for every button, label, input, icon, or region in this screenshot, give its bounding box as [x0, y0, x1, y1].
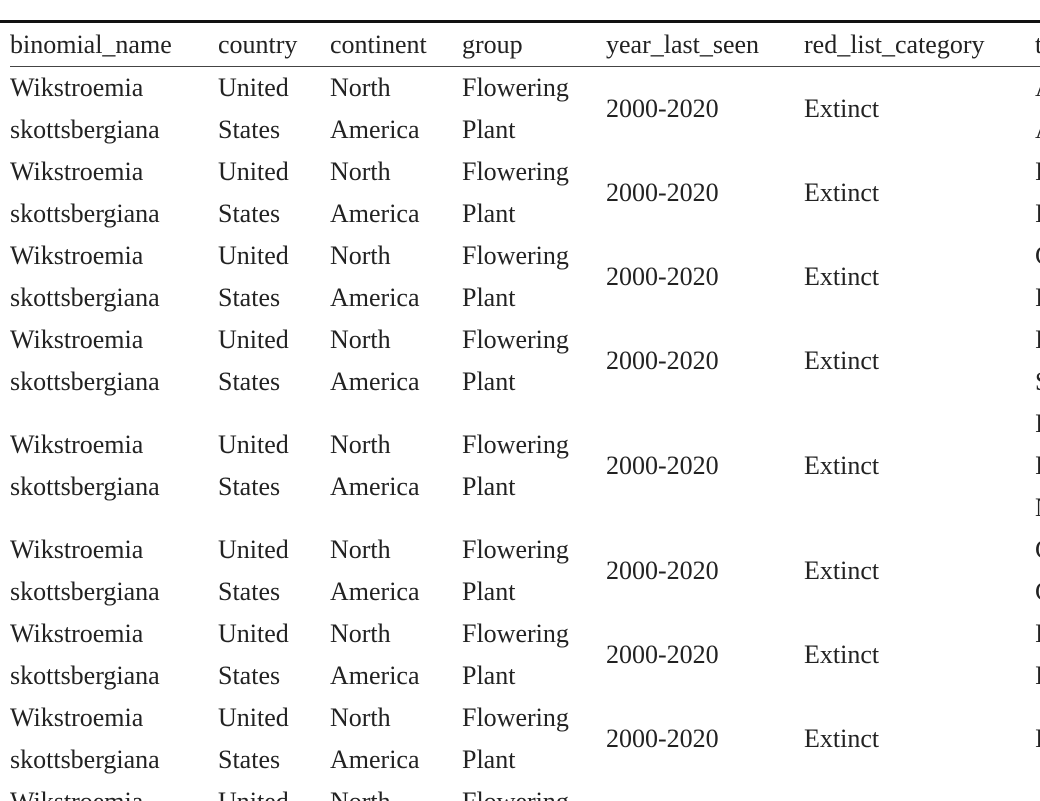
table-cell: Wikstroemia skottsbergiana: [10, 403, 218, 529]
cell-line: I: [1035, 613, 1040, 655]
table-cell: Flowering Plant: [462, 319, 606, 403]
table-cell: Wikstroemia skottsbergiana: [10, 151, 218, 235]
table-cell: North America: [330, 403, 462, 529]
table-cell: Flowering Plant: [462, 151, 606, 235]
table-cell: North America: [330, 529, 462, 613]
table-cell: Flowering Plant: [462, 697, 606, 781]
cell-line: I: [1035, 193, 1040, 235]
table-cell: Flowering Plant: [462, 67, 606, 152]
column-header: country: [218, 23, 330, 67]
table-cell: IS: [1035, 319, 1040, 403]
cell-line: I: [1035, 445, 1040, 487]
column-header: red_list_category: [804, 23, 1035, 67]
cell-line: I: [1035, 277, 1040, 319]
table-cell: 2000-2020: [606, 151, 804, 235]
table-cell: Wikstroemia skottsbergiana: [10, 235, 218, 319]
table-cell: Extinct: [804, 319, 1035, 403]
table-cell: Extinct: [804, 235, 1035, 319]
cell-line: I: [1035, 403, 1040, 445]
table-cell: 2000-2020: [606, 235, 804, 319]
table-cell: Flowering Plant: [462, 613, 606, 697]
table-cell: Wikstroemia skottsbergiana: [10, 319, 218, 403]
table-cell: North America: [330, 319, 462, 403]
table-cell: United States: [218, 151, 330, 235]
cell-line: N: [1035, 487, 1040, 529]
table-cell: 2000-2020: [606, 613, 804, 697]
table-cell: AA: [1035, 67, 1040, 152]
table-cell: North America: [330, 151, 462, 235]
cell-line: I: [1035, 151, 1040, 193]
table-cell: United States: [218, 67, 330, 152]
table-cell: Flowering Plant: [462, 235, 606, 319]
table-cell: IIN: [1035, 403, 1040, 529]
table-cell: Extinct: [804, 529, 1035, 613]
table-cell: I: [1035, 697, 1040, 781]
table-cell: United States: [218, 235, 330, 319]
table-cell: Wikstroemia skottsbergiana: [10, 529, 218, 613]
table-cell: 2000-2020: [606, 529, 804, 613]
table-cell: Extinct: [804, 403, 1035, 529]
cell-line: A: [1035, 67, 1040, 109]
cell-line: I: [1035, 655, 1040, 697]
table-cell: United States: [218, 781, 330, 801]
table-cell: North America: [330, 67, 462, 152]
table-cell: North America: [330, 613, 462, 697]
table-cell: Wikstroemia skottsbergiana: [10, 613, 218, 697]
table-cell: North America: [330, 781, 462, 801]
table-cell: II: [1035, 151, 1040, 235]
cell-line: I: [1035, 319, 1040, 361]
table-cell: 2000-2020: [606, 697, 804, 781]
table-cell: Flowering Plant: [462, 403, 606, 529]
table-cell: CC: [1035, 529, 1040, 613]
table-cell: 2000-2020: [606, 403, 804, 529]
table-cell: 2000-2020: [606, 319, 804, 403]
cell-line: C: [1035, 571, 1040, 613]
column-header: group: [462, 23, 606, 67]
table-cell: United States: [218, 697, 330, 781]
cell-line: S: [1035, 361, 1040, 403]
table-cell: Extinct: [804, 67, 1035, 152]
table-cell: 2000-2020: [606, 67, 804, 152]
table-cell: Flowering Plant: [462, 781, 606, 801]
table-cell: United States: [218, 613, 330, 697]
table-cell: CI: [1035, 235, 1040, 319]
table-cell: II: [1035, 613, 1040, 697]
table-cell: Wikstroemia skottsbergiana: [10, 697, 218, 781]
table-cell: North America: [330, 697, 462, 781]
table-cell: Flowering Plant: [462, 529, 606, 613]
table-cell: Wikstroemia skottsbergiana: [10, 781, 218, 801]
table-cell: United States: [218, 319, 330, 403]
column-header: continent: [330, 23, 462, 67]
table-cell: Extinct: [804, 151, 1035, 235]
cell-line: C: [1035, 529, 1040, 571]
cell-line: C: [1035, 235, 1040, 277]
table-cell: Wikstroemia skottsbergiana: [10, 67, 218, 152]
cell-line: A: [1035, 109, 1040, 151]
table-cell: United States: [218, 403, 330, 529]
table-cell: Extinct: [804, 613, 1035, 697]
column-header: t: [1035, 23, 1040, 67]
table-cell: North America: [330, 235, 462, 319]
table-cell: Extinct: [804, 697, 1035, 781]
cell-line: I: [1035, 718, 1040, 760]
column-header: binomial_name: [10, 23, 218, 67]
table-cell: United States: [218, 529, 330, 613]
column-header: year_last_seen: [606, 23, 804, 67]
